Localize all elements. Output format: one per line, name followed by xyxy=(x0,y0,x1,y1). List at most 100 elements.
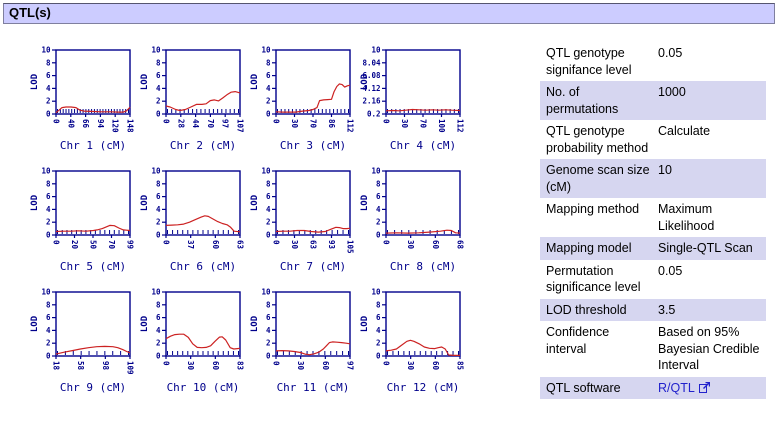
settings-label: Genome scan size (cM) xyxy=(546,163,650,194)
chart-title: Chr 7 (cM) xyxy=(280,260,346,273)
y-tick-label: 6 xyxy=(376,313,381,322)
settings-value: Maximum Likelihood xyxy=(658,202,715,233)
lod-curve xyxy=(165,90,241,112)
y-tick-label: 4 xyxy=(46,84,51,93)
lod-curve xyxy=(275,226,351,233)
y-tick-label: 4 xyxy=(46,326,51,335)
y-tick-label: 10 xyxy=(261,167,271,176)
settings-row: Mapping method Maximum Likelihood xyxy=(540,198,766,237)
y-tick-label: 8 xyxy=(376,300,381,309)
y-tick-label: 6 xyxy=(46,192,51,201)
plot-frame xyxy=(55,291,131,357)
plot-frame xyxy=(275,170,351,236)
plot-frame xyxy=(165,170,241,236)
x-tick-label: 99 xyxy=(126,240,135,250)
plot-frame xyxy=(165,291,241,357)
x-tick-label: 97 xyxy=(346,361,355,370)
y-axis-label: LOD xyxy=(250,73,260,90)
y-tick-label: 0 xyxy=(156,110,161,119)
external-link-icon[interactable] xyxy=(698,381,711,393)
y-tick-label: 2 xyxy=(46,339,51,348)
y-tick-label: 0 xyxy=(266,231,271,240)
settings-label: QTL genotype signifance level xyxy=(546,46,632,77)
x-tick-label: 60 xyxy=(321,361,330,371)
rqtl-link[interactable]: R/QTL xyxy=(658,380,695,395)
settings-row: QTL software R/QTL xyxy=(540,376,766,399)
plot-frame xyxy=(275,49,351,115)
y-tick-label: 4 xyxy=(156,205,161,214)
y-axis-label: LOD xyxy=(250,315,260,332)
y-tick-label: 4.12 xyxy=(362,84,380,93)
settings-value: Calculate xyxy=(658,124,711,138)
page-title: QTL(s) xyxy=(9,5,51,20)
chart-title: Chr 11 (cM) xyxy=(277,381,350,394)
x-tick-label: 70 xyxy=(309,119,318,129)
x-tick-label: 120 xyxy=(111,119,120,133)
lod-curve xyxy=(165,333,241,350)
y-tick-label: 0 xyxy=(156,352,161,361)
y-tick-label: 2 xyxy=(156,218,161,227)
plot-frame xyxy=(385,291,461,357)
y-tick-label: 2 xyxy=(266,97,271,106)
x-tick-label: 60 xyxy=(211,240,220,250)
x-tick-label: 112 xyxy=(346,119,355,133)
y-tick-label: 4 xyxy=(156,326,161,335)
y-tick-label: 10 xyxy=(371,167,381,176)
x-tick-label: 30 xyxy=(290,240,299,250)
y-tick-label: 8 xyxy=(156,58,161,67)
x-tick-label: 105 xyxy=(346,240,355,254)
x-tick-label: 50 xyxy=(89,240,98,250)
y-axis-label: LOD xyxy=(30,315,40,332)
x-tick-label: 63 xyxy=(309,240,318,250)
x-tick-label: 44 xyxy=(191,119,200,129)
settings-value: 3.5 xyxy=(658,302,676,317)
x-tick-label: 0 xyxy=(382,361,391,366)
x-tick-label: 30 xyxy=(290,119,299,129)
x-tick-label: 0 xyxy=(272,361,281,366)
y-axis-label: LOD xyxy=(140,73,150,90)
x-tick-label: 60 xyxy=(211,361,220,371)
x-tick-label: 30 xyxy=(400,119,409,129)
settings-row: Mapping model Single-QTL Scan xyxy=(540,237,766,260)
settings-value: 0.05 xyxy=(658,46,683,60)
y-tick-label: 2 xyxy=(376,218,381,227)
settings-row: No. of permutations 1000 xyxy=(540,81,766,120)
charts-grid: LOD 0 2 4 6 8 10 0 40 66 94 120 148 Chr 1 (cM) LOD 0 2 4 6… xyxy=(26,46,466,409)
settings-label: LOD threshold xyxy=(546,302,627,317)
x-tick-label: 20 xyxy=(70,240,79,250)
y-tick-label: 2.16 xyxy=(362,97,381,106)
settings-row: QTL genotype probability method Calculate xyxy=(540,120,766,159)
y-tick-label: 6 xyxy=(266,192,271,201)
settings-row: QTL genotype signifance level 0.05 xyxy=(540,42,766,81)
x-tick-label: 70 xyxy=(206,119,215,129)
y-tick-label: 0 xyxy=(376,231,381,240)
x-tick-label: 93 xyxy=(327,240,336,250)
x-tick-label: 0 xyxy=(52,240,61,245)
settings-value: Single-QTL Scan xyxy=(658,241,753,255)
lod-curve xyxy=(55,106,131,114)
y-tick-label: 4 xyxy=(266,326,271,335)
y-tick-label: 6 xyxy=(46,71,51,80)
y-tick-label: 10 xyxy=(151,46,161,55)
x-tick-label: 30 xyxy=(186,361,195,371)
x-tick-label: 28 xyxy=(176,119,185,129)
lod-curve xyxy=(275,83,351,113)
y-tick-label: 10 xyxy=(41,288,51,297)
y-tick-label: 8 xyxy=(376,179,381,188)
chart-title: Chr 6 (cM) xyxy=(170,260,236,273)
lod-curve xyxy=(55,224,131,233)
settings-value: 0.05 xyxy=(658,263,683,278)
y-tick-label: 10 xyxy=(151,288,161,297)
plot-frame xyxy=(385,49,461,115)
y-axis-label: LOD xyxy=(140,194,150,211)
x-tick-label: 83 xyxy=(236,361,245,371)
plot-frame xyxy=(55,49,131,115)
x-tick-label: 30 xyxy=(406,240,415,250)
y-tick-label: 10 xyxy=(371,46,381,55)
y-tick-label: 0 xyxy=(156,231,161,240)
y-tick-label: 2 xyxy=(46,97,51,106)
chart-title: Chr 5 (cM) xyxy=(60,260,126,273)
